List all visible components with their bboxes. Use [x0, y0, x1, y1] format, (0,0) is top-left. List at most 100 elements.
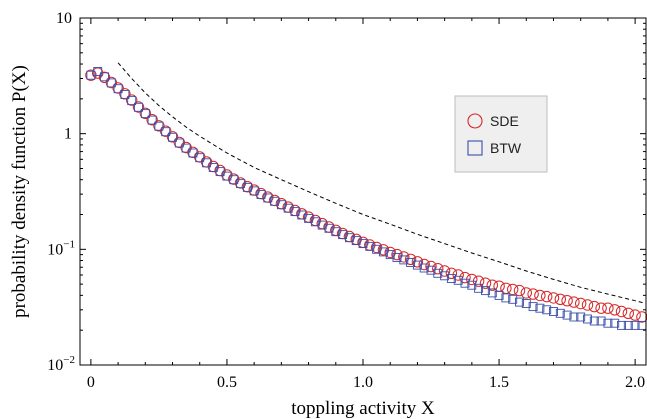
btw-point: [603, 318, 613, 328]
btw-point: [324, 223, 334, 233]
btw-point: [433, 268, 443, 278]
btw-point: [501, 293, 511, 303]
legend-sde-marker: [467, 113, 483, 129]
sde-point: [588, 300, 600, 313]
y-tick-label: 10−1: [47, 238, 75, 258]
sde-point: [507, 283, 519, 296]
sde-point: [520, 287, 532, 299]
sde-point: [615, 305, 628, 318]
btw-point: [535, 303, 545, 313]
btw-point: [549, 307, 558, 316]
btw-point: [487, 288, 497, 298]
sde-point: [581, 299, 594, 311]
sde-point: [132, 101, 145, 113]
sde-point: [527, 288, 539, 300]
legend-box: [454, 95, 548, 173]
sde-point: [479, 277, 492, 289]
sde-point: [541, 290, 553, 303]
sde-point: [126, 94, 138, 106]
btw-point: [596, 316, 606, 326]
btw-point: [562, 310, 572, 320]
y-tick-label: 1: [64, 126, 72, 143]
sde-point: [105, 76, 118, 89]
btw-point: [494, 290, 504, 300]
btw-point: [270, 196, 280, 206]
sde-point: [139, 107, 152, 120]
btw-point: [446, 274, 456, 283]
y-axis-label: probability density function P(X): [9, 65, 30, 318]
y-tick-labels: 10 1 10−1 10−2: [47, 10, 75, 374]
sde-point: [602, 302, 614, 314]
btw-point: [542, 305, 552, 315]
sde-point: [228, 173, 240, 185]
btw-point: [283, 203, 293, 213]
x-tick-label: 1.0: [353, 374, 373, 391]
btw-point: [419, 263, 429, 273]
btw-point: [460, 278, 470, 288]
sde-point: [432, 263, 444, 275]
legend-btw-marker: [467, 140, 483, 156]
sde-point: [595, 302, 607, 314]
sde-point: [513, 284, 526, 297]
btw-point: [623, 320, 633, 330]
btw-point: [106, 78, 116, 88]
btw-point: [412, 260, 422, 270]
btw-point: [372, 244, 382, 254]
axis-ticks: [80, 17, 646, 366]
btw-point: [589, 316, 599, 326]
sde-point: [452, 269, 464, 281]
btw-point: [215, 167, 225, 177]
sde-point: [119, 88, 131, 100]
sde-point: [166, 131, 179, 143]
reference-curve-layer: [117, 62, 647, 304]
x-axis-label: toppling activity X: [291, 398, 435, 419]
btw-point: [576, 312, 586, 322]
btw-point: [304, 213, 314, 223]
btw-point: [474, 283, 484, 293]
sde-series-layer: [85, 67, 647, 323]
sde-point: [575, 297, 587, 310]
btw-point: [290, 207, 300, 217]
btw-point: [453, 275, 463, 285]
btw-point: [378, 247, 388, 257]
btw-point: [181, 143, 191, 153]
btw-point: [256, 190, 266, 199]
btw-point: [113, 84, 123, 94]
x-tick-label: 1.5: [489, 374, 509, 391]
sde-point: [609, 304, 621, 316]
btw-point: [610, 318, 620, 328]
sde-point: [534, 289, 546, 302]
sde-point: [636, 311, 647, 323]
btw-point: [521, 299, 531, 308]
x-tick-label: 0.5: [217, 374, 237, 391]
btw-point: [100, 72, 109, 82]
btw-point: [440, 271, 450, 281]
sde-point: [234, 177, 247, 189]
btw-point: [555, 308, 565, 318]
btw-point: [310, 217, 320, 227]
sde-point: [445, 267, 458, 279]
btw-point: [174, 138, 184, 148]
sde-point: [370, 241, 383, 254]
sde-point: [384, 246, 396, 259]
sde-point: [568, 296, 580, 308]
x-tick-label: 0: [87, 374, 95, 391]
plot-frame: [79, 17, 647, 366]
btw-point: [331, 227, 341, 237]
btw-point: [161, 127, 171, 137]
sde-point: [493, 280, 505, 292]
btw-point: [351, 236, 361, 246]
legend: SDE BTW: [454, 95, 548, 173]
btw-point: [147, 115, 157, 125]
btw-point: [168, 132, 177, 142]
btw-point: [297, 210, 307, 220]
btw-point: [583, 314, 592, 324]
sde-point: [146, 114, 158, 126]
btw-point: [338, 230, 348, 240]
btw-point: [385, 250, 395, 260]
btw-point: [134, 102, 143, 112]
btw-point: [127, 96, 137, 106]
btw-point: [569, 312, 579, 322]
btw-point: [528, 302, 538, 312]
reference-dashed-line: [117, 62, 647, 304]
